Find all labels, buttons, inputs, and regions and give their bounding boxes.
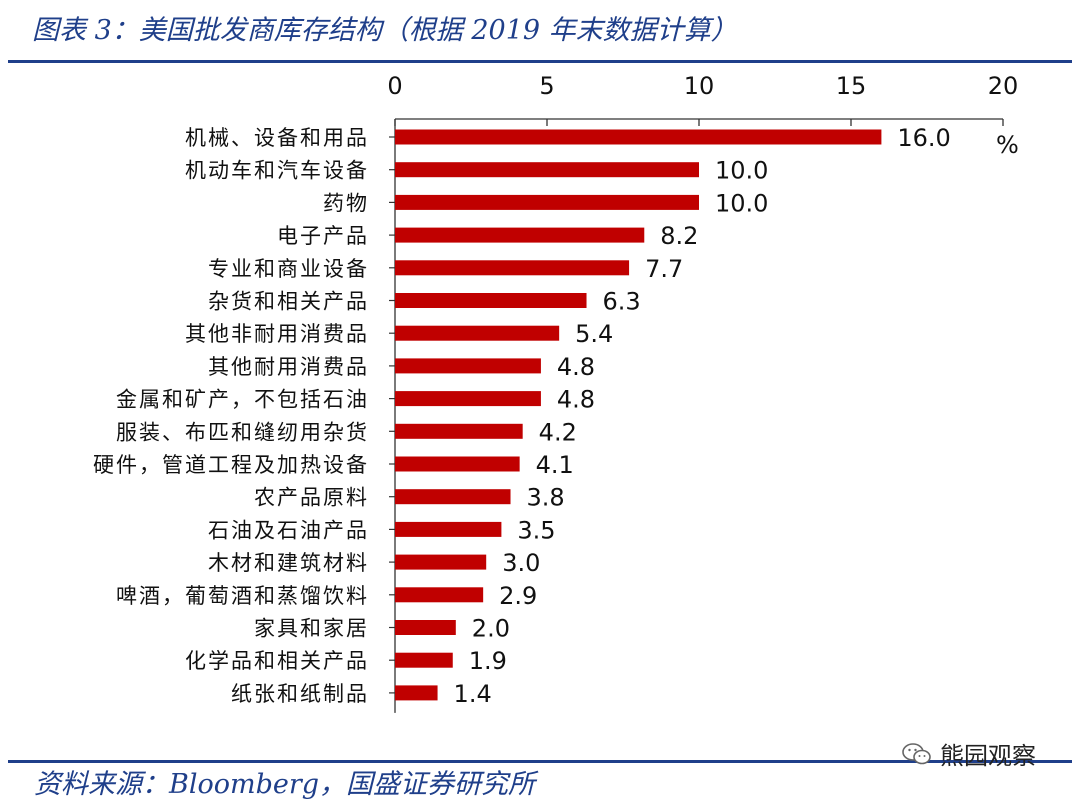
category-label: 化学品和相关产品 — [185, 649, 369, 673]
category-label: 其他耐用消费品 — [208, 355, 369, 379]
data-labels: 16.0 10.0 10.0 8.2 7.76.3 5.4 4.8 4.8 4.2 4.1 3.8 3… — [454, 124, 951, 708]
data-label: 3.0 — [502, 549, 540, 577]
footer-rule — [8, 760, 1072, 763]
bar — [395, 391, 541, 407]
watermark-text: 熊园观察 — [940, 742, 1036, 770]
data-label: 10.0 — [715, 189, 768, 217]
bar — [395, 423, 523, 439]
value-axis-tick-label: 0 — [387, 72, 402, 100]
bar — [395, 456, 520, 472]
category-label: 啤酒，葡萄酒和蒸馏饮料 — [116, 584, 369, 608]
category-label: 木材和建筑材料 — [208, 551, 369, 575]
chart-title: 图表 3：美国批发商库存结构（根据 2019 年末数据计算） — [32, 15, 738, 46]
bar — [395, 554, 487, 570]
value-axis-tick-label: 10 — [684, 72, 715, 100]
bar — [395, 227, 645, 243]
category-label: 机动车和汽车设备 — [185, 159, 369, 183]
data-label: 2.0 — [472, 615, 510, 643]
value-axis-tick-label: 15 — [836, 72, 867, 100]
category-label: 纸张和纸制品 — [231, 682, 369, 706]
category-label: 金属和矿产，不包括石油 — [116, 388, 369, 412]
bar — [395, 521, 502, 537]
category-label: 农产品原料 — [254, 486, 369, 510]
bar — [395, 358, 541, 374]
data-label: 3.8 — [527, 484, 565, 512]
value-axis-tick-label: 5 — [539, 72, 554, 100]
unit-label: % — [996, 131, 1019, 159]
data-label: 16.0 — [897, 124, 950, 152]
data-label: 4.2 — [539, 418, 577, 446]
bar — [395, 129, 882, 145]
data-label: 3.5 — [517, 516, 555, 544]
source-note: 资料来源：Bloomberg，国盛证券研究所 — [34, 769, 536, 800]
bar — [395, 293, 587, 308]
category-label: 家具和家居 — [254, 617, 369, 641]
data-label: 4.1 — [536, 451, 574, 479]
bar — [395, 587, 484, 603]
header-rule — [8, 60, 1072, 63]
bar — [395, 162, 699, 178]
data-label: 2.9 — [499, 582, 537, 610]
data-label: 8.2 — [660, 222, 698, 250]
data-label: 1.4 — [454, 680, 492, 708]
category-label: 杂货和相关产品 — [208, 290, 369, 314]
bar — [395, 325, 560, 341]
category-label: 硬件，管道工程及加热设备 — [93, 453, 369, 477]
bar — [395, 620, 456, 635]
value-axis: 0 5 10 15 20 — [387, 72, 1018, 713]
bar — [395, 194, 699, 210]
category-label: 电子产品 — [277, 224, 369, 248]
data-label: 10.0 — [715, 157, 768, 185]
bar — [395, 260, 630, 276]
data-label: 4.8 — [557, 386, 595, 414]
data-label: 6.3 — [603, 288, 641, 316]
category-axis: 机械、设备和用品机动车和汽车设备药物电子产品专业和商业设备杂货和相关产品其他非耐… — [93, 126, 369, 706]
bar — [395, 685, 438, 701]
data-label: 1.9 — [469, 647, 507, 675]
bars — [395, 129, 882, 701]
category-label: 机械、设备和用品 — [185, 126, 369, 150]
watermark: 熊园观察 — [902, 736, 1036, 771]
wechat-icon — [902, 742, 931, 764]
data-label: 5.4 — [575, 320, 613, 348]
category-label: 药物 — [323, 191, 369, 215]
value-axis-tick-label: 20 — [988, 72, 1019, 100]
category-label: 服装、布匹和缝纫用杂货 — [116, 420, 369, 444]
category-label: 专业和商业设备 — [208, 257, 369, 281]
category-label: 石油及石油产品 — [208, 518, 369, 542]
bar — [395, 652, 453, 668]
bar — [395, 489, 511, 505]
bar-chart: 0 5 10 15 20 机械、设备和用品机动车和汽车设备药物电子产品专业和商业设备杂货… — [93, 72, 1019, 713]
data-label: 4.8 — [557, 353, 595, 381]
data-label: 7.7 — [645, 255, 683, 283]
category-label: 其他非耐用消费品 — [185, 322, 369, 346]
